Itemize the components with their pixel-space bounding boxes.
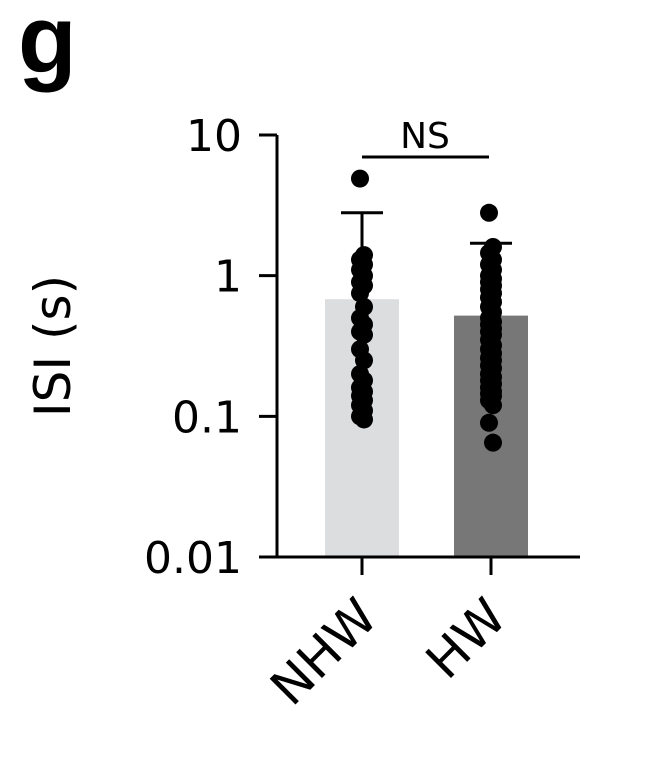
data-point-hw xyxy=(480,203,498,222)
data-point-hw xyxy=(480,413,498,432)
y-axis-label: ISI (s) xyxy=(24,275,82,417)
significance-label: NS xyxy=(400,116,450,157)
panel-label: g xyxy=(18,0,77,93)
data-point-nhw xyxy=(355,325,373,344)
y-tick-label-1: 1 xyxy=(214,252,242,303)
data-points-layer xyxy=(351,169,502,452)
y-tick-label-0.01: 0.01 xyxy=(144,533,242,584)
x-tick-label-nhw: NHW xyxy=(259,587,388,716)
data-point-nhw xyxy=(355,410,373,429)
y-ticks-layer: 10 1 0.1 0.01 xyxy=(144,111,277,584)
data-point-nhw xyxy=(355,351,373,370)
data-point-hw xyxy=(484,396,502,415)
data-point-hw xyxy=(484,433,502,452)
data-point-nhw xyxy=(351,284,369,303)
axes-layer xyxy=(275,135,580,559)
x-tick-label-hw: HW xyxy=(415,587,518,690)
significance-layer: NS xyxy=(362,116,489,159)
x-ticks-layer: NHW HW xyxy=(259,557,517,716)
y-tick-label-10: 10 xyxy=(186,111,242,162)
y-tick-label-0.1: 0.1 xyxy=(172,392,242,443)
data-point-nhw xyxy=(351,169,369,188)
